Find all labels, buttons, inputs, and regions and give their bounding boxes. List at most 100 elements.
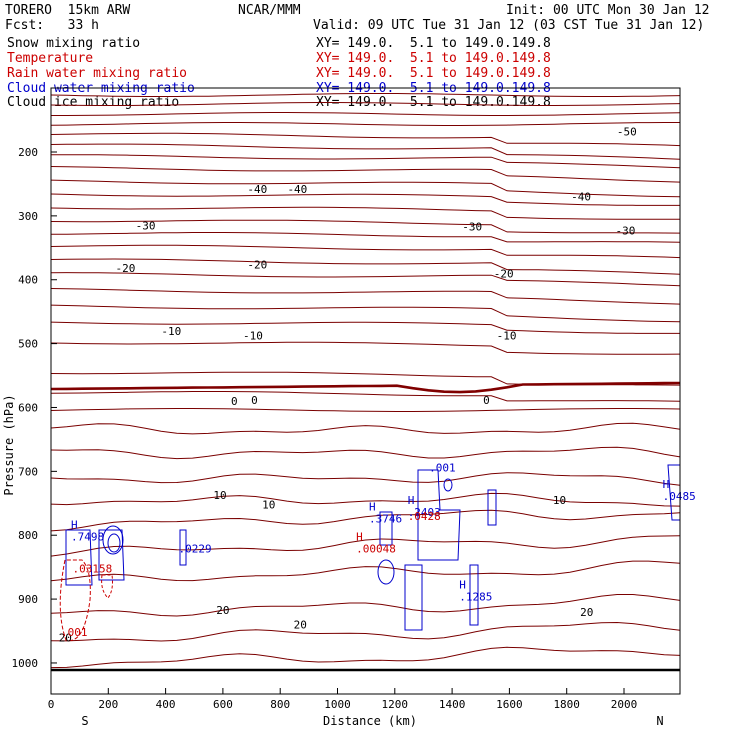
cloud-ring-1 — [102, 525, 124, 555]
extremum-value-6: .0428 — [408, 510, 441, 523]
isotherm-label-17: 10 — [262, 499, 275, 512]
x-tick-label-1: 200 — [98, 698, 118, 711]
cloud-blob-9 — [179, 529, 187, 566]
cloud-blob-5 — [417, 469, 461, 561]
x-end-label-left: S — [81, 714, 88, 728]
cloud-blob-4 — [404, 564, 423, 631]
extremum-value-9: .0485 — [663, 490, 696, 503]
rain-contour-1 — [59, 559, 91, 641]
isotherm-23 — [50, 422, 681, 435]
isotherm-label-4: -30 — [136, 219, 156, 232]
extremum-value-4: .00048 — [356, 542, 396, 555]
isotherm-6 — [51, 154, 681, 169]
isotherm-9 — [50, 193, 680, 206]
center-label: NCAR/MMM — [238, 3, 301, 18]
isotherm-label-20: 20 — [294, 619, 307, 632]
y-tick-label-3: 500 — [18, 338, 38, 351]
x-tick-label-9: 1800 — [553, 698, 580, 711]
hydrometeor-contours — [59, 464, 681, 641]
x-tick-label-8: 1600 — [496, 698, 523, 711]
extremum-mark-5: H — [408, 494, 415, 507]
model-title: TORERO 15km ARW — [5, 3, 131, 18]
y-tick-label-8: 1000 — [12, 657, 39, 670]
y-tick-label-6: 800 — [18, 529, 38, 542]
x-tick-label-7: 1400 — [439, 698, 466, 711]
isotherm-label-18: 10 — [553, 494, 566, 507]
isotherm-4 — [50, 132, 681, 147]
forecast-hour: Fcst: 33 h — [5, 18, 99, 33]
isotherm-11 — [50, 219, 681, 234]
isotherm-label-2: -40 — [287, 183, 307, 196]
cloud-ring-4 — [443, 478, 453, 492]
isotherm-31 — [50, 621, 681, 642]
isotherm-29 — [50, 560, 681, 582]
field-xy-snow: XY= 149.0. 5.1 to 149.0.149.8 — [316, 36, 551, 51]
extremum-value-0: .7498 — [71, 530, 104, 543]
field-name-temperature: Temperature — [7, 51, 94, 66]
y-tick-label-4: 600 — [18, 401, 38, 414]
isotherm-12 — [50, 232, 681, 243]
isotherm-19 — [50, 341, 681, 355]
x-tick-label-3: 600 — [213, 698, 233, 711]
x-tick-label-6: 1200 — [382, 698, 409, 711]
isotherm-15 — [50, 272, 681, 287]
isotherm-label-6: -30 — [615, 225, 635, 238]
isotherm-27 — [50, 509, 681, 532]
isotherm-3 — [50, 122, 680, 126]
extremum-value-2: .0229 — [178, 542, 211, 555]
isotherm-label-1: -40 — [247, 183, 267, 196]
isotherm-28 — [50, 535, 681, 557]
field-name-rain: Rain water mixing ratio — [7, 66, 188, 81]
isotherm-label-5: -30 — [462, 221, 482, 234]
isotherm-30 — [50, 594, 681, 617]
cloud-ring-3 — [377, 559, 395, 585]
isotherm-label-16: 10 — [213, 489, 226, 502]
field-xy-cloud-ice: XY= 149.0. 5.1 to 149.0.149.8 — [316, 95, 551, 110]
y-axis-label: Pressure (hPa) — [2, 394, 16, 495]
field-xy-temperature: XY= 149.0. 5.1 to 149.0.149.8 — [316, 51, 551, 66]
freezing-level — [50, 381, 681, 394]
extremum-value-8: .1285 — [459, 590, 492, 603]
extremum-value-5: .2403 — [408, 506, 441, 519]
isotherm-17 — [50, 304, 681, 323]
x-tick-label-2: 400 — [156, 698, 176, 711]
isotherm-label-21: 20 — [580, 606, 593, 619]
cloud-blob-2 — [98, 529, 125, 581]
isotherm-16 — [50, 288, 681, 305]
isotherm-2 — [51, 112, 681, 116]
x-tick-label-10: 2000 — [611, 698, 638, 711]
x-tick-label-5: 1000 — [324, 698, 351, 711]
temperature-contours — [50, 93, 681, 669]
extremum-mark-9: H — [663, 478, 670, 491]
isotherm-22 — [50, 408, 681, 412]
isotherm-7 — [50, 166, 681, 183]
y-tick-label-0: 200 — [18, 146, 38, 159]
extremum-value-1: .03158 — [72, 562, 112, 575]
cloud-blob-7 — [469, 564, 479, 626]
cloud-ring-2 — [107, 533, 121, 553]
isotherm-21 — [50, 391, 681, 402]
x-end-label-right: N — [656, 714, 663, 728]
isotherm-label-13: 0 — [231, 395, 238, 408]
isotherm-label-0: -50 — [617, 126, 637, 139]
isotherm-label-22: 20 — [59, 631, 72, 644]
isotherm-label-10: -10 — [161, 325, 181, 338]
isotherm-26 — [50, 492, 681, 507]
isotherm-14 — [50, 258, 681, 275]
isotherm-13 — [50, 244, 681, 259]
isotherm-label-3: -40 — [571, 191, 591, 204]
field-name-snow: Snow mixing ratio — [7, 36, 141, 51]
contour-labels: -50 -40 -40 -40 -30 -30 -30 -20 -20 -20 -10 -10 -10 0… — [59, 126, 696, 645]
isotherm-32 — [50, 646, 681, 669]
extremum-mark-4: H — [356, 530, 363, 543]
isotherm-label-19: 20 — [216, 604, 229, 617]
cloud-blob-6 — [487, 489, 497, 526]
extremum-mark-3: H — [369, 500, 376, 513]
cloud-blob-3 — [379, 511, 393, 546]
isotherm-24 — [50, 446, 681, 460]
init-time: Init: 00 UTC Mon 30 Jan 12 — [506, 3, 710, 18]
extremum-value-3: .3746 — [369, 512, 402, 525]
isotherm-1 — [50, 102, 681, 106]
isotherm-label-9: -20 — [494, 267, 514, 280]
